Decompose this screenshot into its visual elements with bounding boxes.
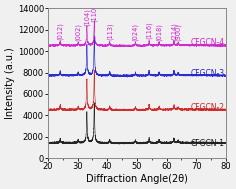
Text: (214): (214) bbox=[171, 22, 177, 40]
Text: (018): (018) bbox=[156, 23, 162, 41]
Text: (300): (300) bbox=[175, 23, 181, 41]
Text: CFGCN-3: CFGCN-3 bbox=[190, 69, 224, 78]
Text: (110): (110) bbox=[91, 4, 97, 22]
Text: (012): (012) bbox=[57, 22, 63, 40]
Text: (104): (104) bbox=[84, 8, 90, 26]
Text: (002): (002) bbox=[75, 23, 81, 41]
Text: (024): (024) bbox=[132, 23, 139, 41]
Text: CFGCN-2: CFGCN-2 bbox=[190, 103, 224, 112]
X-axis label: Diffraction Angle(2θ): Diffraction Angle(2θ) bbox=[86, 174, 188, 184]
Text: (116): (116) bbox=[146, 21, 152, 39]
Y-axis label: Intensity (a.u.): Intensity (a.u.) bbox=[5, 47, 15, 119]
Text: CFGCN-4: CFGCN-4 bbox=[190, 38, 224, 47]
Text: (113): (113) bbox=[106, 22, 113, 40]
Text: CFGCN-1: CFGCN-1 bbox=[190, 139, 224, 148]
